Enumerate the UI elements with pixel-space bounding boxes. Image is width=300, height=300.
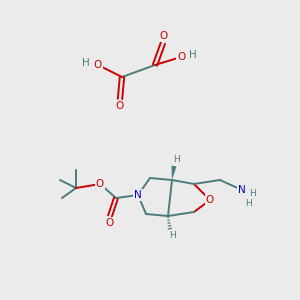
Text: H: H — [174, 155, 180, 164]
Text: H: H — [189, 50, 197, 60]
Text: H: H — [82, 58, 90, 68]
Text: O: O — [94, 60, 102, 70]
Text: O: O — [177, 52, 185, 62]
Text: H: H — [249, 190, 255, 199]
Text: N: N — [134, 190, 142, 200]
Text: O: O — [106, 218, 114, 228]
Text: H: H — [169, 232, 176, 241]
Text: O: O — [116, 101, 124, 111]
Text: O: O — [206, 195, 214, 205]
Text: N: N — [238, 185, 246, 195]
Text: O: O — [96, 179, 104, 189]
Polygon shape — [172, 166, 176, 180]
Text: H: H — [244, 200, 251, 208]
Text: O: O — [159, 31, 167, 41]
